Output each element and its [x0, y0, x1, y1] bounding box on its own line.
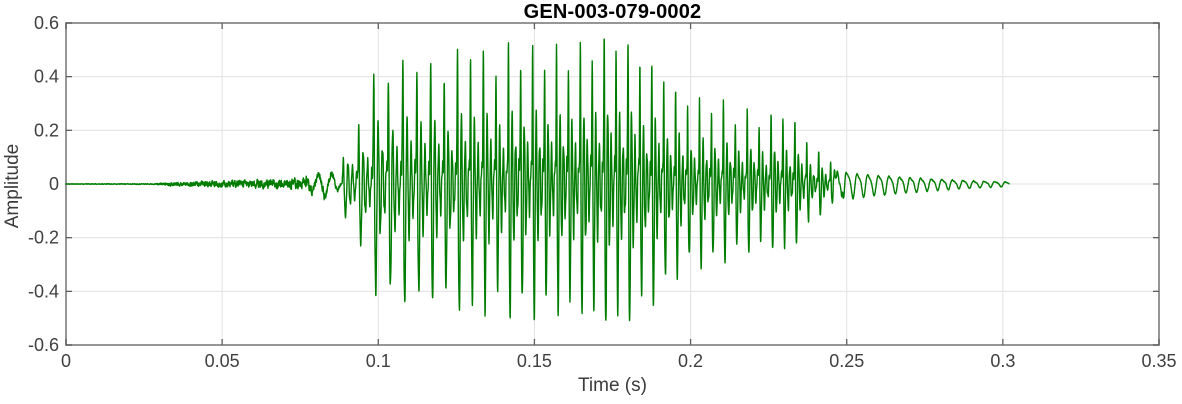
y-tick-label: 0: [49, 174, 59, 194]
x-tick-label: 0.05: [205, 351, 240, 371]
x-tick-label: 0: [61, 351, 71, 371]
x-tick-label: 0.15: [517, 351, 552, 371]
y-tick-label: -0.6: [28, 335, 59, 355]
x-tick-label: 0.1: [366, 351, 391, 371]
x-tick-label: 0.25: [829, 351, 864, 371]
x-axis-label: Time (s): [578, 375, 647, 396]
plot-title: GEN-003-079-0002: [523, 1, 702, 23]
waveform-path: [65, 38, 1010, 322]
x-tick-label: 0.3: [990, 351, 1015, 371]
y-tick-label: 0.6: [34, 13, 59, 33]
y-tick-label: -0.4: [28, 281, 59, 301]
x-tick-label: 0.35: [1141, 351, 1176, 371]
y-tick-label: 0.2: [34, 120, 59, 140]
y-tick-label: -0.2: [28, 228, 59, 248]
y-tick-label: 0.4: [34, 67, 59, 87]
x-tick-label: 0.2: [678, 351, 703, 371]
